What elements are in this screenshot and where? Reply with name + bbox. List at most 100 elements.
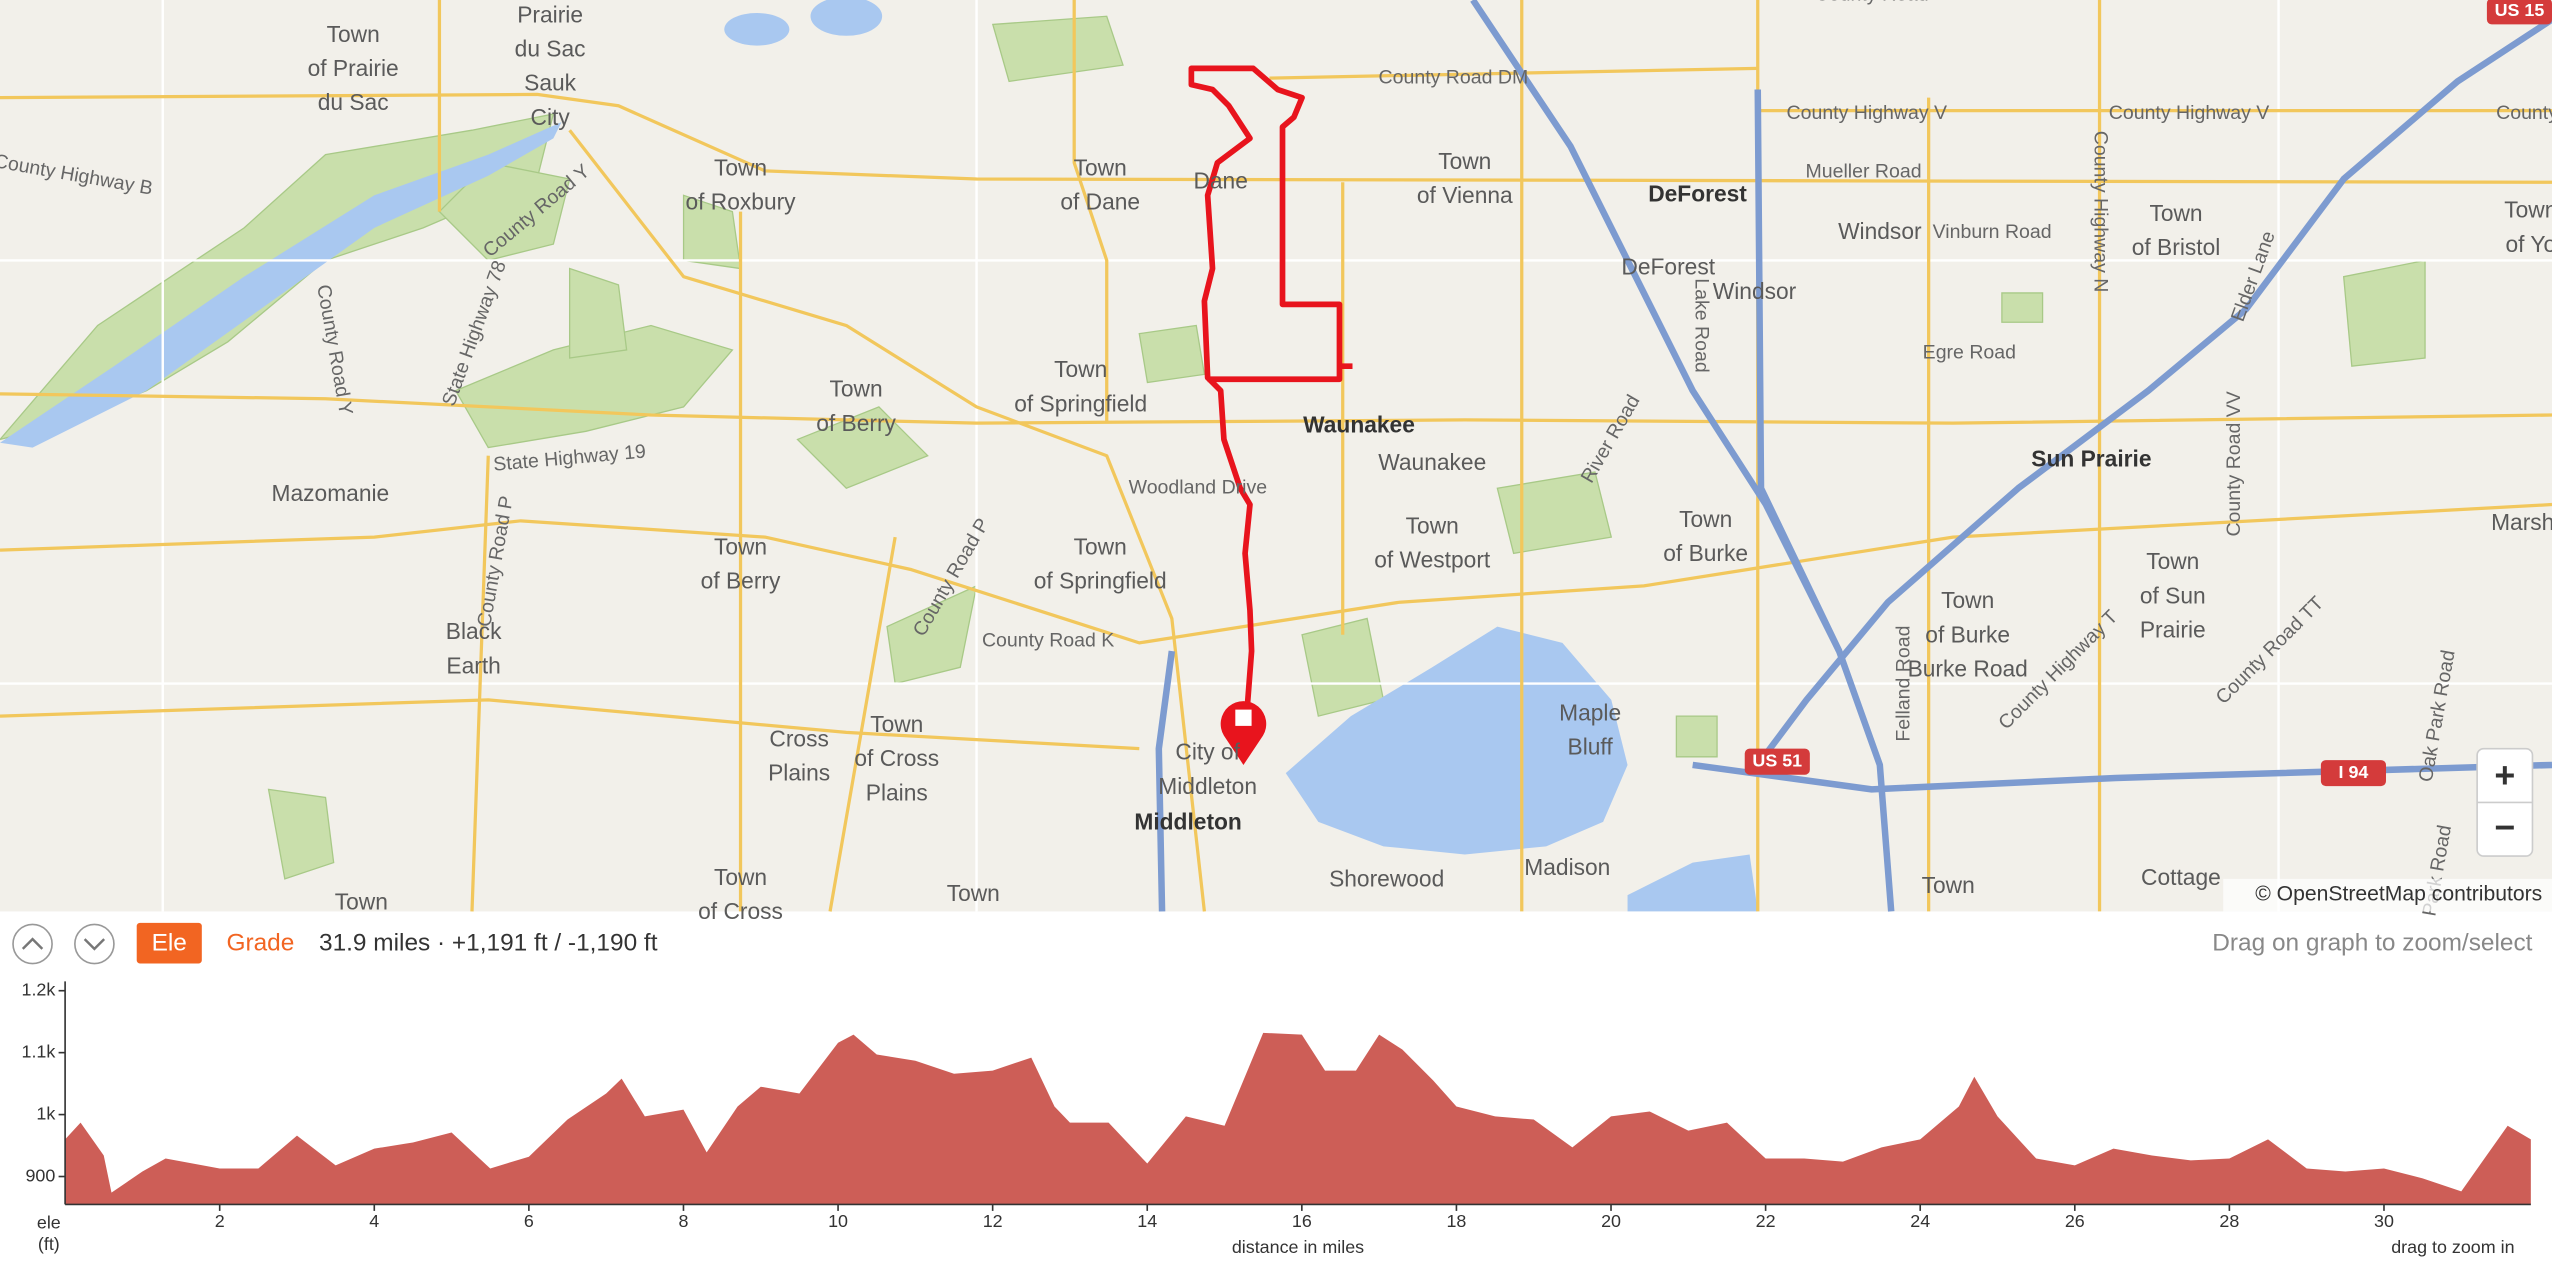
chevron-up: [21, 937, 44, 950]
map-label: of Yo: [2506, 231, 2552, 257]
map-label: Maple: [1559, 700, 1621, 726]
x-tick-label: 12: [983, 1211, 1003, 1231]
marker-pin: [1220, 701, 1267, 765]
map-label: Bluff: [1568, 734, 1614, 760]
map-label: Middleton: [1158, 773, 1257, 799]
chevron-down: [83, 938, 106, 951]
map-label: of Berry: [816, 410, 896, 436]
map-label: Town: [1054, 356, 1107, 382]
attribution[interactable]: © OpenStreetMap contributors: [2255, 883, 2542, 906]
map-label: Town: [2504, 197, 2552, 223]
map-label: Town: [830, 376, 883, 402]
map-label: Town: [1074, 534, 1127, 560]
map-label: of Westport: [1374, 547, 1491, 573]
x-axis-label: distance in miles: [1232, 1237, 1364, 1257]
map-label: I 94: [2339, 762, 2369, 782]
zoom-hint: drag to zoom in: [2391, 1237, 2514, 1257]
grade-button[interactable]: Grade: [226, 929, 294, 956]
start-marker[interactable]: [1220, 701, 1267, 765]
map-label: of Springfield: [1034, 568, 1167, 594]
x-tick-label: 18: [1446, 1211, 1466, 1231]
x-tick-label: 24: [1910, 1211, 1930, 1231]
map-label: Marsh: [2491, 509, 2552, 535]
map-label: Mazomanie: [272, 480, 390, 506]
map-label: Town: [714, 864, 767, 890]
map-label: Earth: [446, 652, 500, 678]
map-label: Prairie: [517, 1, 583, 27]
x-tick-label: 10: [828, 1211, 848, 1231]
map-label: Town: [1941, 587, 1994, 613]
y-axis-label: (ft): [38, 1234, 60, 1254]
map-label: Lake Road: [1691, 278, 1713, 372]
map-label: of Vienna: [1417, 182, 1513, 208]
x-tick-label: 20: [1601, 1211, 1621, 1231]
y-tick-label: 1.2k: [22, 979, 56, 999]
collapse-button[interactable]: [12, 923, 53, 965]
map-label: of Burke: [1663, 540, 1748, 566]
map-label: Shorewood: [1329, 866, 1444, 892]
route-summary: 31.9 miles · +1,191 ft / -1,190 ft: [319, 929, 658, 956]
zoom-in[interactable]: +: [2494, 755, 2515, 795]
x-tick-label: 14: [1137, 1211, 1157, 1231]
x-tick-label: 30: [2374, 1211, 2394, 1231]
map-label: DeForest: [1648, 180, 1747, 206]
ele-button[interactable]: [136, 922, 202, 964]
map[interactable]: Town of Prairie du Sac Prairie du Sac Sauk Cit…: [0, 0, 2552, 924]
map-label: US 15: [2495, 0, 2545, 20]
map-label: Town: [327, 21, 380, 47]
x-tick-label: 4: [369, 1211, 379, 1231]
map-label: Sauk: [524, 70, 577, 96]
map-label: Town: [870, 711, 923, 737]
map-label: of Sun: [2140, 582, 2206, 608]
y-tick-label: 1.1k: [22, 1041, 56, 1061]
map-label: Madison: [1524, 854, 1610, 880]
map-label: Town: [1438, 148, 1491, 174]
map-label: du Sac: [515, 35, 586, 61]
map-label: Town: [714, 154, 767, 180]
map-label: Woodland Drive: [1129, 476, 1268, 498]
map-label: County Road K: [982, 629, 1114, 651]
map-label: of Prairie: [308, 55, 399, 81]
roads: [0, 0, 2552, 912]
elevation-area: [65, 1032, 2531, 1205]
y-tick-label: 1k: [36, 1103, 55, 1123]
map-label: County Road: [1815, 0, 1929, 5]
expand-button[interactable]: [74, 923, 115, 965]
map-label: Town: [335, 888, 388, 914]
map-label: of Burke: [1925, 621, 2010, 647]
map-label: Plains: [866, 779, 928, 805]
map-label: Egre Road: [1923, 341, 2016, 363]
zoom-out[interactable]: −: [2494, 808, 2515, 848]
map-label: Black: [446, 618, 502, 644]
map-label: City of: [1175, 739, 1240, 765]
zoom-control: + −: [2476, 747, 2534, 857]
map-label: of Bristol: [2132, 234, 2221, 260]
x-tick-label: 8: [678, 1211, 688, 1231]
x-tick-label: 26: [2065, 1211, 2085, 1231]
map-label: Felland Road: [1892, 626, 1914, 742]
x-tick-label: 16: [1292, 1211, 1312, 1231]
map-label: of Berry: [701, 568, 781, 594]
map-label: Town: [2149, 200, 2202, 226]
y-axis-label: ele: [37, 1213, 61, 1233]
map-label: Plains: [768, 760, 830, 786]
map-label: Windsor: [1838, 218, 1922, 244]
map-label: Town: [1679, 506, 1732, 532]
marker-square: [1235, 709, 1252, 726]
map-label: County Road DM: [1379, 66, 1529, 88]
map-label: Town: [1406, 512, 1459, 538]
map-label: Waunakee: [1303, 411, 1415, 437]
x-tick-label: 22: [1756, 1211, 1776, 1231]
map-label: County Highway V: [1787, 102, 1948, 124]
map-label: Middleton: [1134, 809, 1241, 835]
map-label: County Highway N: [2089, 131, 2111, 293]
x-tick-label: 28: [2219, 1211, 2239, 1231]
map-label: of Dane: [1060, 188, 1140, 214]
map-label: US 51: [1752, 750, 1802, 770]
route-shield: [2486, 0, 2552, 25]
graph-hint: Drag on graph to zoom/select: [2212, 929, 2532, 956]
x-tick-label: 6: [524, 1211, 534, 1231]
map-label: of Springfield: [1014, 390, 1147, 416]
map-label: DeForest: [1621, 254, 1715, 280]
